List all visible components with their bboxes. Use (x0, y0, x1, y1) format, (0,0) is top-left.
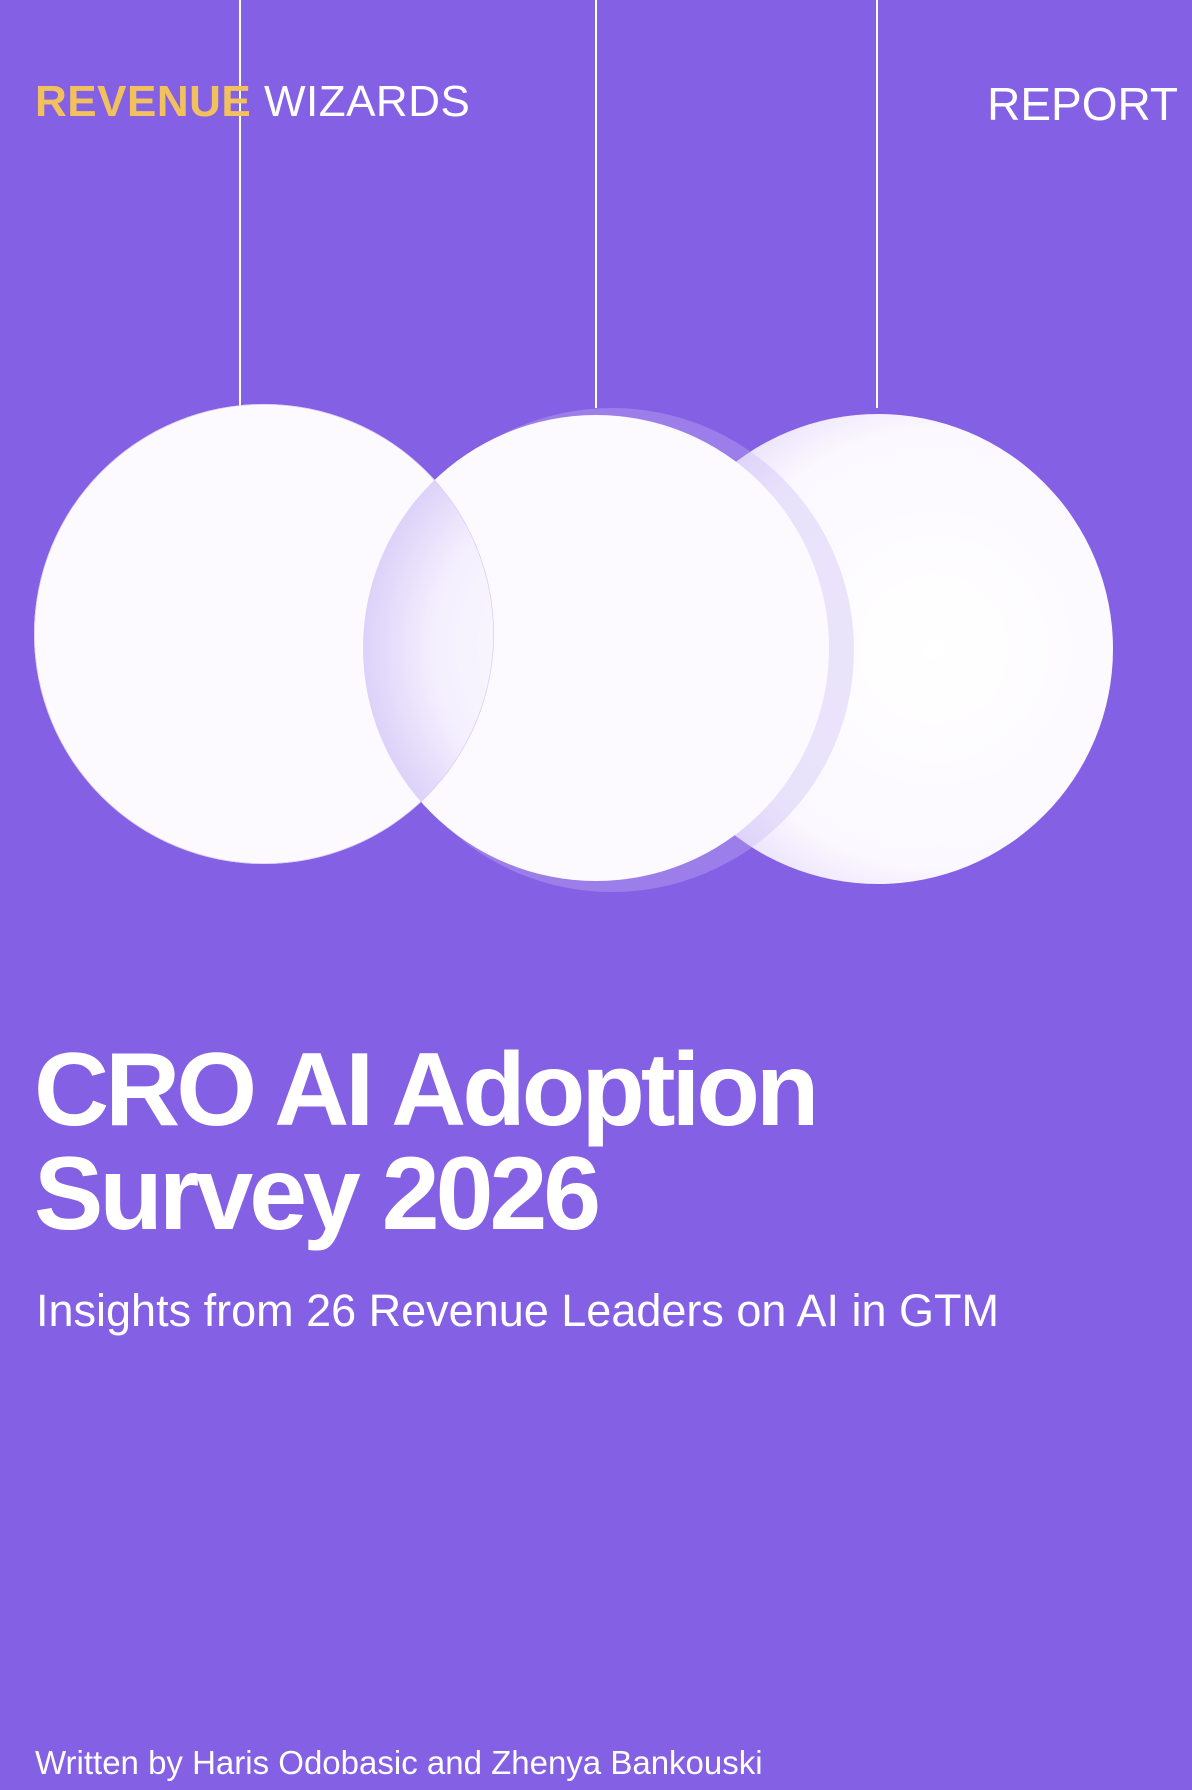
hanging-line-left (239, 0, 241, 408)
circle-middle (363, 415, 829, 881)
report-subtitle: Insights from 26 Revenue Leaders on AI i… (36, 1285, 999, 1336)
report-label: REPORT (987, 78, 1178, 130)
brand-revenue-text: REVENUE (35, 77, 252, 126)
hanging-line-right (876, 0, 878, 408)
brand-logo: REVENUE WIZARDS (35, 74, 470, 130)
circle-left (34, 404, 494, 864)
report-title: CRO AI Adoption Survey 2026 (34, 1038, 1134, 1246)
title-line-2: Survey 2026 (34, 1136, 601, 1252)
hanging-line-middle (595, 0, 597, 408)
report-authors: Written by Haris Odobasic and Zhenya Ban… (35, 1744, 763, 1781)
brand-wizards-text: WIZARDS (263, 77, 471, 126)
title-line-1: CRO AI Adoption (34, 1032, 819, 1148)
hanging-circles-illustration (34, 404, 1113, 892)
